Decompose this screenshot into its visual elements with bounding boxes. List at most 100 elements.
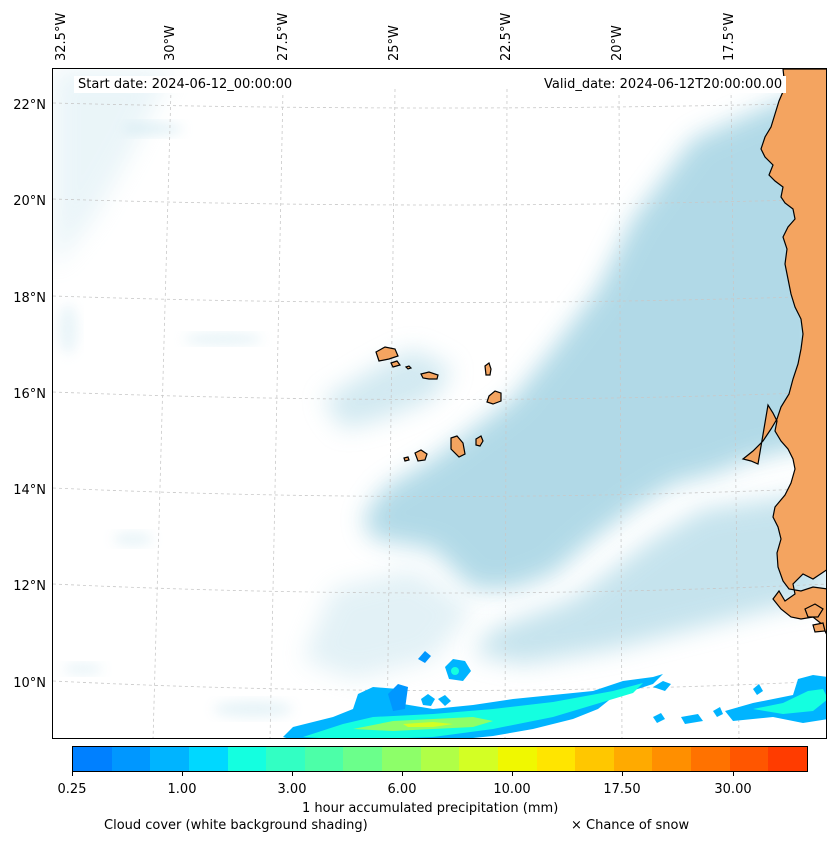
cbar-tickmark [622, 772, 623, 776]
precip-blob [421, 694, 435, 706]
lat-label-12n: 12°N [13, 579, 46, 594]
cloud-patch [113, 533, 153, 545]
precip-blob [451, 667, 459, 675]
precip-blob [438, 695, 451, 706]
cbar-tick-label: 10.00 [493, 782, 531, 797]
colorbar-segment [729, 747, 769, 771]
colorbar-segment [420, 747, 460, 771]
meridian-25w [386, 88, 396, 738]
meridian-22-5w [504, 88, 508, 738]
cloud-mass-main [363, 89, 826, 589]
colorbar-segment [652, 747, 691, 771]
precip-blob [418, 651, 431, 663]
cbar-tick-label: 17.50 [603, 782, 641, 797]
precip-blob [653, 681, 671, 691]
colorbar-segment [382, 747, 421, 771]
cloud-patch [123, 123, 183, 135]
precip-core-yellow [403, 722, 453, 727]
cloud-patch [183, 334, 263, 344]
map-panel[interactable] [52, 68, 827, 739]
colorbar-segment [343, 747, 382, 771]
parallel-16n [53, 391, 826, 400]
cbar-tick-label: 0.25 [57, 782, 87, 797]
precip-blob [753, 684, 763, 695]
cbar-tick-label: 6.00 [387, 782, 417, 797]
precip-band-east-core [753, 689, 826, 714]
cloud-cover-layer [53, 69, 826, 717]
colorbar-segment [575, 747, 614, 771]
land-cape-verde-fogo [414, 449, 428, 462]
precip-blob [653, 713, 665, 723]
lon-label-22-5w: 22.5°W [499, 12, 514, 61]
lat-label-14n: 14°N [13, 483, 46, 498]
cbar-tick-label: 1.00 [167, 782, 197, 797]
precip-blob-north [388, 684, 408, 711]
land-cape-verde-boa-vista [486, 390, 502, 405]
lon-label-27-5w: 27.5°W [276, 12, 291, 61]
meridian-27-5w [269, 88, 284, 738]
land-bissagos-islands [804, 603, 824, 618]
map-canvas [53, 69, 826, 738]
land-cape-verde-santiago [450, 435, 466, 458]
precipitation-layer [283, 651, 826, 738]
cbar-tickmark [512, 772, 513, 776]
land-layer [375, 69, 826, 635]
land-cape-verde-santo-antao [375, 346, 399, 362]
land-cape-verde-brava [403, 456, 410, 462]
colorbar-segment [536, 747, 576, 771]
meridian-17-5w [730, 88, 740, 738]
cbar-tickmark [402, 772, 403, 776]
colorbar-segment [459, 747, 498, 771]
colorbar-segment [111, 747, 151, 771]
colorbar-segment [613, 747, 653, 771]
lon-label-20w: 20°W [610, 25, 625, 61]
parallel-22n [53, 102, 826, 109]
land-coastal-island [812, 622, 826, 633]
cloud-band-south [303, 569, 473, 679]
cbar-tick-label: 3.00 [277, 782, 307, 797]
colorbar-segment [73, 747, 112, 771]
colorbar-segment [304, 747, 344, 771]
cloud-mass-east [473, 489, 826, 664]
cloud-band-northwest [53, 69, 173, 269]
cbar-tickmark [733, 772, 734, 776]
valid-date-label: Valid_date: 2024-06-12T20:00:00.00 [540, 76, 787, 93]
graticule [53, 88, 826, 738]
colorbar-segment [497, 747, 537, 771]
start-date-label: Start date: 2024-06-12_00:00:00 [74, 76, 297, 93]
precipitation-colorbar [72, 746, 808, 772]
land-cape-verde-santa-luzia [404, 365, 413, 370]
cloud-patch [58, 304, 78, 354]
lat-label-18n: 18°N [13, 291, 46, 306]
meridian-20w [618, 88, 623, 738]
land-africa-coast [741, 69, 826, 635]
parallel-14n [53, 487, 826, 497]
lat-label-16n: 16°N [13, 387, 46, 402]
lat-label-10n: 10°N [13, 676, 46, 691]
meridian-30w [152, 88, 172, 738]
colorbar-title: 1 hour accumulated precipitation (mm) [302, 801, 559, 816]
colorbar-segment [691, 747, 730, 771]
cloud-patch [213, 701, 293, 717]
parallel-10n [53, 680, 826, 691]
land-cape-verde-sal [484, 362, 492, 376]
colorbar-segment [227, 747, 267, 771]
colorbar-segment [266, 747, 305, 771]
land-cape-verde-sao-nicolau [420, 371, 439, 380]
cbar-tick-label: 30.00 [714, 782, 752, 797]
colorbar-segment [188, 747, 228, 771]
colorbar-segment [150, 747, 189, 771]
lon-label-25w: 25°W [387, 25, 402, 61]
cbar-tickmark [292, 772, 293, 776]
cloud-band-islands [323, 349, 453, 429]
cbar-tickmark [182, 772, 183, 776]
land-cape-verde-maio [475, 435, 484, 447]
parallel-20n [53, 198, 826, 206]
precip-blob [681, 714, 703, 724]
cloud-cover-legend: Cloud cover (white background shading) [104, 818, 368, 833]
precip-blob [713, 707, 723, 717]
cloud-patch [63, 664, 103, 674]
lon-label-17-5w: 17.5°W [722, 12, 737, 61]
colorbar-segment [768, 747, 807, 771]
cbar-tickmark [72, 772, 73, 776]
